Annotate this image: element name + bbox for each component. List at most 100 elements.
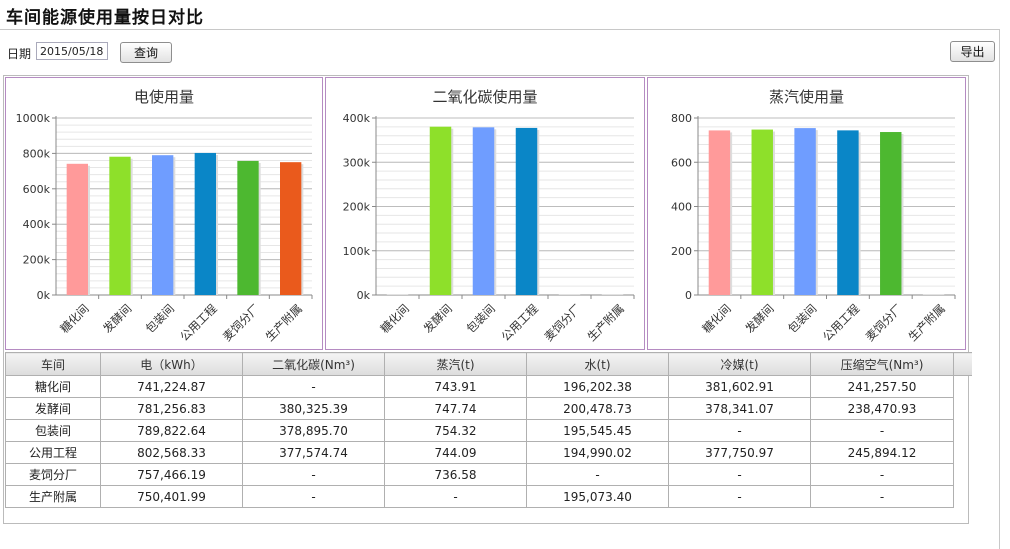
table-cell: 743.91 (384, 375, 527, 398)
y-tick-label: 200k (343, 201, 371, 214)
y-tick-label: 0k (357, 289, 371, 302)
export-button[interactable]: 导出 (950, 41, 995, 62)
table-cell: 744.09 (384, 441, 527, 464)
table-filler (954, 464, 972, 486)
y-tick-label: 400k (23, 218, 51, 231)
x-tick-label: 包装间 (785, 301, 819, 335)
bar (152, 155, 174, 295)
column-header: 水(t) (526, 352, 669, 376)
table-cell: - (668, 463, 811, 486)
table-cell: - (242, 463, 385, 486)
table-filler (954, 442, 972, 464)
y-tick-label: 600 (671, 156, 692, 169)
y-tick-label: 400 (671, 201, 692, 214)
table-cell: 195,545.45 (526, 419, 669, 442)
x-tick-label: 糖化间 (378, 301, 412, 335)
bar (837, 130, 859, 295)
bar (66, 163, 88, 295)
x-tick-label: 糖化间 (57, 301, 91, 335)
bar-chart: 蒸汽使用量 0 200 400 600 800 糖化间 发酵间 包装间 公用工程 麦饲分厂 生产附属 (671, 88, 956, 344)
table-row: 糖化间 741,224.87 - 743.91 196,202.38 381,6… (5, 375, 972, 398)
x-tick-label: 包装间 (464, 301, 498, 335)
column-header: 冷媒(t) (668, 352, 811, 376)
table-cell: 380,325.39 (242, 397, 385, 420)
table-cell: 377,750.97 (668, 441, 811, 464)
bar (708, 130, 731, 295)
column-header: 二氧化碳(Nm³) (242, 352, 385, 376)
x-tick-label: 糖化间 (699, 301, 733, 335)
chart-title: 电使用量 (134, 88, 194, 106)
table-cell: 378,341.07 (668, 397, 811, 420)
x-tick-label: 生产附属 (263, 301, 305, 343)
steam-chart-panel: 蒸汽使用量 0 200 400 600 800 糖化间 发酵间 包装间 公用工程 麦饲分厂 生产附属 (647, 77, 966, 350)
table-cell: 747.74 (384, 397, 527, 420)
date-label: 日期 (7, 47, 32, 61)
bar (472, 127, 495, 295)
table-filler (954, 376, 972, 398)
date-input[interactable] (36, 42, 108, 60)
table-cell: 公用工程 (5, 441, 101, 464)
table-cell: - (668, 419, 811, 442)
bar (601, 294, 624, 295)
table-cell: 糖化间 (5, 375, 101, 398)
x-tick-label: 包装间 (143, 301, 177, 335)
table-cell: - (526, 463, 669, 486)
y-tick-label: 0k (37, 289, 51, 302)
table-cell: 196,202.38 (526, 375, 669, 398)
table-cell: 741,224.87 (100, 375, 243, 398)
table-cell: 发酵间 (5, 397, 101, 420)
bar-chart: 二氧化碳使用量 0k 100k 200k 300k 400k 糖化间 发酵间 包装间 公用工程 麦饲… (343, 88, 635, 344)
table-cell: - (242, 375, 385, 398)
column-header: 电（kWh） (100, 352, 243, 376)
chart-title: 二氧化碳使用量 (432, 88, 537, 106)
bar (794, 128, 816, 295)
table-cell: 750,401.99 (100, 485, 243, 508)
bar (429, 126, 452, 295)
table-cell: 789,822.64 (100, 419, 243, 442)
table-cell: - (810, 419, 954, 442)
y-tick-label: 200 (671, 245, 692, 258)
y-tick-label: 200k (23, 254, 51, 267)
y-tick-label: 300k (343, 156, 371, 169)
bar (237, 160, 259, 295)
table-row: 发酵间 781,256.83 380,325.39 747.74 200,478… (5, 397, 972, 420)
bar (880, 132, 902, 295)
x-tick-label: 公用工程 (498, 301, 541, 344)
right-divider (999, 30, 1000, 549)
bar (751, 129, 773, 295)
table-filler (954, 420, 972, 442)
x-tick-label: 发酵间 (100, 301, 134, 335)
table-cell: 包装间 (5, 419, 101, 442)
table-row: 公用工程 802,568.33 377,574.74 744.09 194,99… (5, 441, 972, 464)
table-filler (954, 486, 972, 508)
table-cell: 241,257.50 (810, 375, 954, 398)
table-cell: 238,470.93 (810, 397, 954, 420)
table-cell: 194,990.02 (526, 441, 669, 464)
query-button[interactable]: 查询 (120, 42, 172, 63)
table-cell: - (242, 485, 385, 508)
table-cell: - (810, 485, 954, 508)
x-tick-label: 生产附属 (905, 301, 947, 343)
bar (280, 162, 302, 295)
table-cell: 754.32 (384, 419, 527, 442)
table-row: 包装间 789,822.64 378,895.70 754.32 195,545… (5, 419, 972, 442)
x-tick-label: 生产附属 (584, 301, 626, 343)
table-cell: 757,466.19 (100, 463, 243, 486)
table-cell: - (810, 463, 954, 486)
y-tick-label: 1000k (16, 112, 51, 125)
title-divider (0, 29, 1000, 30)
bar (109, 156, 131, 295)
y-tick-label: 400k (343, 112, 371, 125)
bar (194, 152, 216, 295)
table-cell: 378,895.70 (242, 419, 385, 442)
x-tick-label: 麦饲分厂 (541, 301, 583, 343)
table-filler (954, 398, 972, 420)
table-cell: 麦饲分厂 (5, 463, 101, 486)
column-header: 车间 (5, 352, 101, 376)
table-row: 生产附属 750,401.99 - - 195,073.40 - - (5, 485, 972, 508)
column-header: 压缩空气(Nm³) (810, 352, 954, 376)
page-title: 车间能源使用量按日对比 (6, 8, 204, 28)
x-tick-label: 发酵间 (742, 301, 776, 335)
table-row: 麦饲分厂 757,466.19 - 736.58 - - - (5, 463, 972, 486)
table-header-row: 车间 电（kWh） 二氧化碳(Nm³) 蒸汽(t) 水(t) 冷媒(t) 压缩空… (5, 352, 972, 376)
